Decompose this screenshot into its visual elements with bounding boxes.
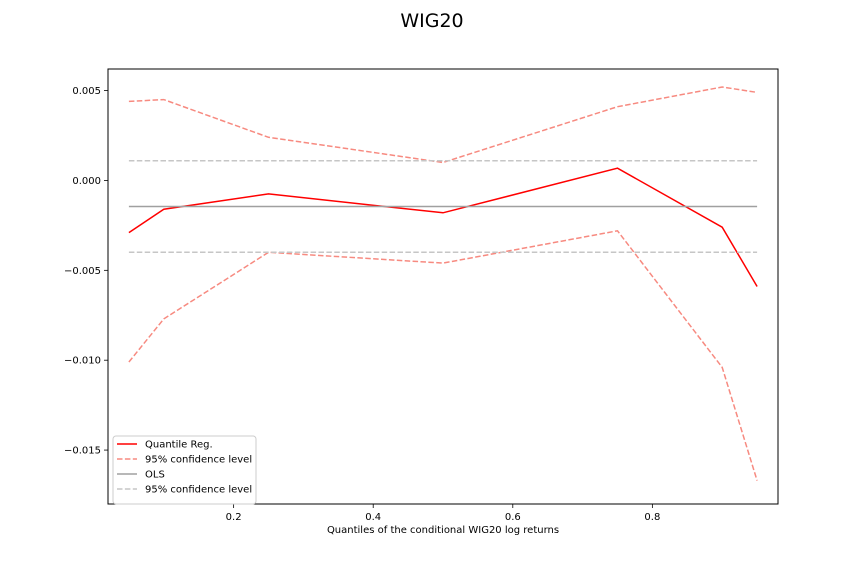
y-tick-label: 0.005 (72, 86, 101, 97)
chart-title: WIG20 (400, 10, 463, 32)
legend-label: OLS (145, 470, 165, 481)
y-tick-label: 0.000 (72, 176, 101, 187)
series-line-0 (128, 167, 758, 287)
legend-label: 95% confidence level (145, 455, 252, 466)
x-axis: 0.2 0.4 0.6 0.8 (226, 504, 660, 523)
y-tick-label: −0.010 (64, 356, 101, 367)
x-tick-label: 0.2 (226, 512, 242, 523)
legend: Quantile Reg. 95% confidence level OLS 95% … (112, 435, 257, 505)
legend-label: 95% confidence level (145, 485, 252, 496)
y-axis: 0.005 0.000 −0.005 −0.010 −0.015 (64, 86, 108, 457)
x-tick-label: 0.4 (365, 512, 381, 523)
series-line-1 (128, 86, 758, 164)
x-tick-label: 0.6 (505, 512, 521, 523)
legend-box (112, 435, 257, 505)
plot-frame (107, 68, 779, 505)
series-layer (128, 86, 758, 481)
y-tick-label: −0.005 (64, 266, 101, 277)
series-line-2 (128, 229, 758, 481)
y-tick-label: −0.015 (64, 446, 101, 457)
legend-label: Quantile Reg. (145, 440, 213, 451)
x-tick-label: 0.8 (644, 512, 660, 523)
x-axis-label: Quantiles of the conditional WIG20 log r… (327, 525, 559, 536)
